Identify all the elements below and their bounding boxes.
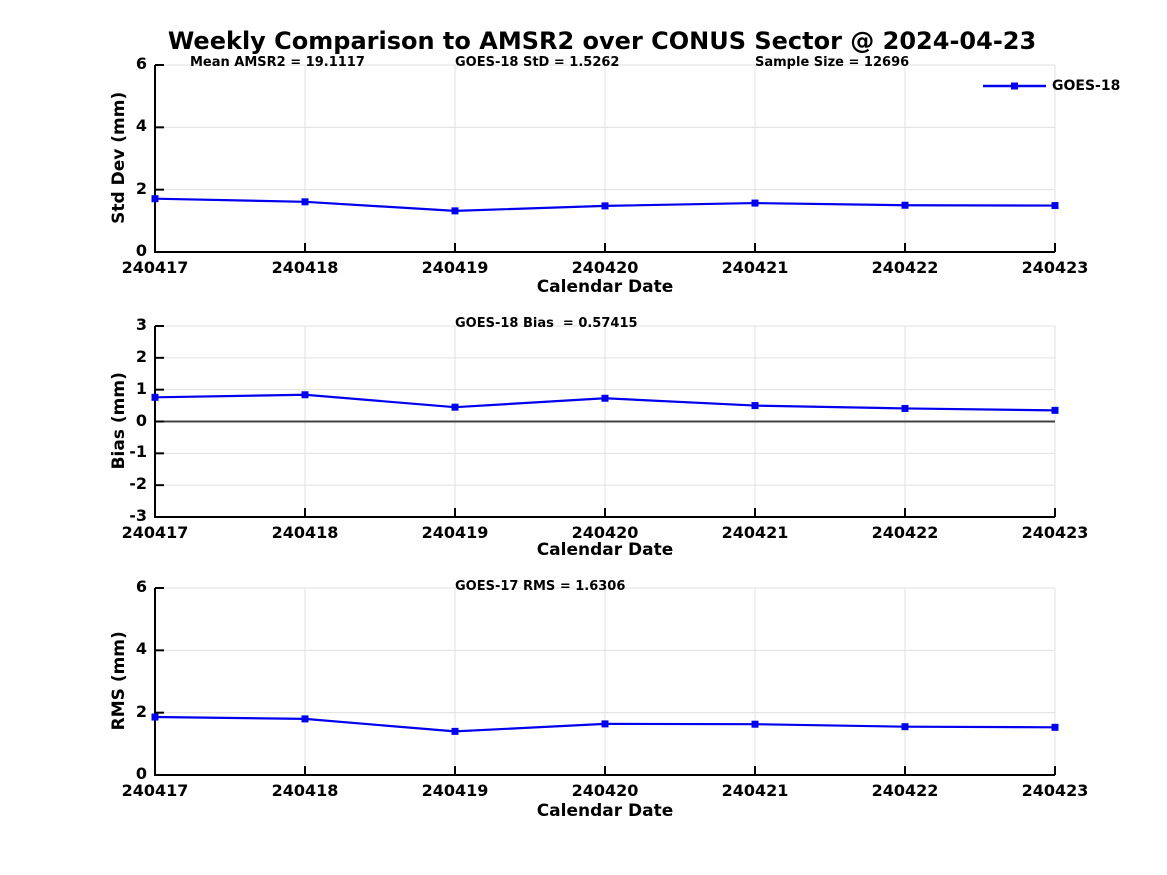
data-point-marker [601,720,609,728]
x-tick-label: 240419 [421,781,489,800]
y-tick-label: 0 [135,764,147,783]
y-tick-label: 2 [135,346,147,366]
data-point-marker [301,198,309,206]
x-tick-label: 240420 [571,781,639,800]
data-point-marker [301,391,309,399]
data-point-marker [751,720,759,728]
x-tick-label: 240419 [421,258,489,277]
xlabel-calendar-date-1: Calendar Date [536,277,674,297]
data-point-marker [751,199,759,207]
xlabel-calendar-date-2: Calendar Date [536,540,674,560]
x-tick-label: 240417 [121,258,189,277]
y-tick-label: 1 [135,378,147,398]
data-point-marker [901,201,909,209]
x-tick-label: 240423 [1021,523,1089,542]
y-tick-label: 4 [135,116,147,136]
y-tick-label: 2 [135,178,147,198]
x-tick-label: 240423 [1021,258,1089,277]
data-point-marker [601,202,609,210]
y-tick-label: 6 [135,54,147,73]
data-point-marker [301,715,309,723]
x-tick-label: 240422 [871,781,939,800]
annotation-mean-amsr2: Mean AMSR2 = 19.1117 [190,55,365,70]
data-point-marker [151,713,159,721]
y-tick-label: 0 [135,410,147,430]
y-tick-label: -2 [129,474,147,494]
data-point-marker [751,402,759,410]
x-tick-label: 240418 [271,523,339,542]
annotation-sample-size: Sample Size = 12696 [755,55,910,70]
y-tick-label: 0 [135,241,147,260]
data-point-marker [151,195,159,203]
x-tick-label: 240422 [871,258,939,277]
x-tick-label: 240418 [271,781,339,800]
data-point-marker [901,723,909,731]
data-point-marker [1051,723,1059,731]
y-tick-label: -1 [129,442,147,462]
x-tick-label: 240420 [571,523,639,542]
x-tick-label: 240421 [721,781,789,800]
chart-title: Weekly Comparison to AMSR2 over CONUS Se… [167,27,1037,55]
y-tick-label: 2 [135,701,147,721]
x-tick-label: 240420 [571,258,639,277]
x-tick-label: 240417 [121,781,189,800]
y-tick-label: 6 [135,577,147,596]
ylabel-std-dev: Std Dev (mm) [109,91,130,224]
data-point-marker [1051,406,1059,414]
x-tick-label: 240422 [871,523,939,542]
x-tick-label: 240421 [721,258,789,277]
data-point-marker [451,403,459,411]
xlabel-calendar-date-3: Calendar Date [536,801,674,821]
data-point-marker [901,404,909,412]
data-point-marker [451,207,459,215]
x-tick-label: 240423 [1021,781,1089,800]
annotation-goes18-bias: GOES-18 Bias = 0.57415 [455,316,638,331]
legend-marker [1011,82,1018,90]
annotation-goes17-rms: GOES-17 RMS = 1.6306 [455,579,626,594]
data-point-marker [151,393,159,401]
y-tick-label: -3 [129,506,147,525]
y-tick-label: 3 [135,315,147,334]
annotation-goes18-std: GOES-18 StD = 1.5262 [455,55,620,70]
ylabel-rms: RMS (mm) [109,631,130,731]
x-tick-label: 240421 [721,523,789,542]
x-tick-label: 240418 [271,258,339,277]
data-point-marker [601,394,609,402]
data-point-marker [451,727,459,735]
x-tick-label: 240417 [121,523,189,542]
legend-label-goes18: GOES-18 [1052,78,1121,94]
x-tick-label: 240419 [421,523,489,542]
y-tick-label: 4 [135,639,147,659]
data-point-marker [1051,202,1059,210]
